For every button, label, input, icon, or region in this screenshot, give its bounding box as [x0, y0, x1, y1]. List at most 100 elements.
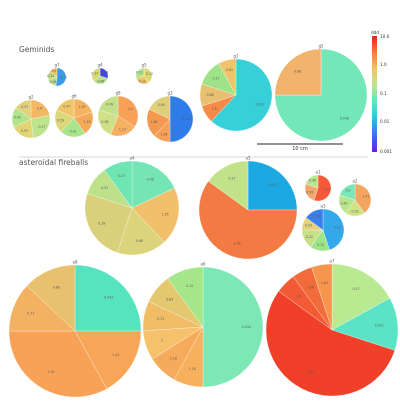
slice-value-label: 1.41	[362, 194, 369, 198]
slice-value-label: 0.88	[294, 70, 301, 74]
pie-slice	[311, 263, 333, 331]
slice-value-label: 0.59	[306, 190, 313, 194]
pie-g6: 1.05 1.18 0.41 0.59 0.47 g6	[54, 94, 94, 138]
slice-value-label: 0.83	[166, 297, 173, 301]
colorbar-tick: 1.0	[380, 62, 387, 67]
pie-slice	[265, 291, 395, 397]
slice-value-label: 0.59	[57, 119, 64, 123]
pie-slice	[167, 266, 204, 328]
slice-value-label: 1.16	[47, 370, 54, 374]
slice-value-label: 0.81	[226, 68, 233, 72]
colorbar-tick: 0.1	[380, 91, 387, 96]
pie-name-label: g1	[233, 54, 239, 59]
pie-name-label: a3	[321, 204, 326, 209]
slice-value-label: 0.27	[118, 174, 125, 178]
slice-value-label: 0.71	[27, 312, 34, 316]
pie-slice	[305, 174, 319, 189]
slice-value-label: 0.22	[306, 235, 313, 239]
pie-g2: 0.6 0.77 0.53 0.45 0.27 g2	[11, 95, 51, 139]
pie-slice	[49, 67, 58, 78]
pie-g1: 0.022 2.8 0.68 0.17 0.81 g1	[199, 54, 273, 132]
pie-name-label: a8	[73, 260, 78, 265]
slice-value-label: 0.37	[91, 71, 98, 75]
slice-value-label: 1.13	[119, 128, 126, 132]
slice-value-label: 0.19	[101, 71, 108, 75]
pie-a7: 0.17 0.011 4.83 3.6 2.66 1.81 a7	[265, 259, 399, 397]
slice-value-label: 0.17	[212, 76, 219, 80]
colorbar-gradient	[372, 36, 377, 152]
pie-slice	[98, 95, 119, 117]
slice-value-label: 0.17	[353, 287, 360, 291]
slice-value-label: 0.47	[63, 104, 70, 108]
slice-value-label: 0.77	[39, 125, 46, 129]
pie-name-label: g3	[167, 91, 173, 96]
slice-value-label: 0.33	[305, 223, 312, 227]
pie-slice	[131, 160, 175, 209]
slice-value-label: 1	[161, 338, 163, 342]
slice-value-label: 0.88	[53, 285, 60, 289]
pie-g7: 0.11 0.08 0.110.1g7	[47, 63, 67, 87]
slice-value-label: 0.1	[52, 69, 57, 73]
slice-value-label: 0.15	[317, 243, 324, 247]
pie-slice	[56, 98, 75, 119]
colorbar: ddd 10.0 1.0 0.1 0.01 0.001	[371, 30, 392, 154]
slice-value-label: 1.81	[321, 281, 328, 285]
slice-value-label: 0.71	[157, 317, 164, 321]
slice-value-label: 0.27	[21, 105, 28, 109]
slice-value-label: 0.048	[340, 116, 349, 120]
pie-slice	[15, 99, 32, 120]
slice-value-label: 2.34	[234, 242, 241, 246]
slice-value-label: 0.36	[309, 178, 316, 182]
slice-value-label: 0.53	[351, 210, 358, 214]
pie-slice	[247, 160, 298, 211]
pie-slice	[208, 160, 249, 211]
pie-slice	[97, 109, 119, 135]
slice-value-label: 4.83	[307, 370, 314, 374]
slice-value-label: 0.49	[106, 102, 113, 106]
pie-slice	[8, 330, 108, 398]
slice-value-label: 0.004	[182, 117, 191, 121]
slice-value-label: 0.21	[139, 79, 146, 83]
slice-value-label: 0.6	[37, 106, 42, 110]
pie-slice	[169, 95, 194, 143]
group-label-geminids: Geminids	[19, 45, 54, 54]
slice-value-label: 1.05	[78, 105, 85, 109]
pie-slice	[55, 67, 67, 87]
slice-value-label: 0.01	[334, 226, 341, 230]
slice-value-label: 3.72	[324, 187, 331, 191]
slice-value-label: 0.08	[49, 80, 56, 84]
pie-a5: 0.017 2.34 0.27 a5	[198, 156, 298, 260]
pie-name-label: a4	[130, 156, 135, 161]
slice-value-label: 0.39	[98, 221, 105, 225]
pie-name-label: g6	[71, 94, 77, 99]
pie-slice	[331, 263, 391, 331]
slice-value-label: 1.16	[170, 356, 177, 360]
pie-slice	[211, 58, 273, 132]
pie-g4: 0.19 0.68 0.37 g4	[91, 63, 108, 85]
pie-slice	[30, 115, 51, 139]
pie-slice	[339, 183, 356, 201]
pie-slice	[91, 67, 101, 81]
slice-value-label: 0.45	[14, 116, 21, 120]
pie-g8: 2.0 1.13 0.68 0.49 g8	[97, 91, 139, 137]
pie-slice	[117, 207, 165, 256]
pie-name-label: g4	[97, 63, 103, 68]
pie-name-label: a5	[246, 156, 251, 161]
slice-value-label: 0.12	[136, 71, 143, 75]
pie-name-label: a1	[316, 170, 321, 175]
slice-value-label: 0.68	[97, 80, 104, 84]
slice-value-label: 0.017	[268, 183, 277, 187]
pie-name-label: a6	[201, 262, 206, 267]
slice-value-label: 0.21	[101, 186, 108, 190]
pie-slice	[131, 187, 180, 243]
colorbar-top-label: ddd	[371, 30, 379, 35]
slice-value-label: 0.011	[375, 324, 384, 328]
slice-value-label: 1.36	[160, 132, 167, 136]
slice-value-label: 0.022	[256, 103, 265, 107]
slice-value-label: 0.042	[104, 295, 113, 299]
pies-container: 0.110.080.110.1g70.190.680.37g40.120.210…	[8, 44, 399, 398]
slice-value-label: 0.27	[228, 177, 235, 181]
